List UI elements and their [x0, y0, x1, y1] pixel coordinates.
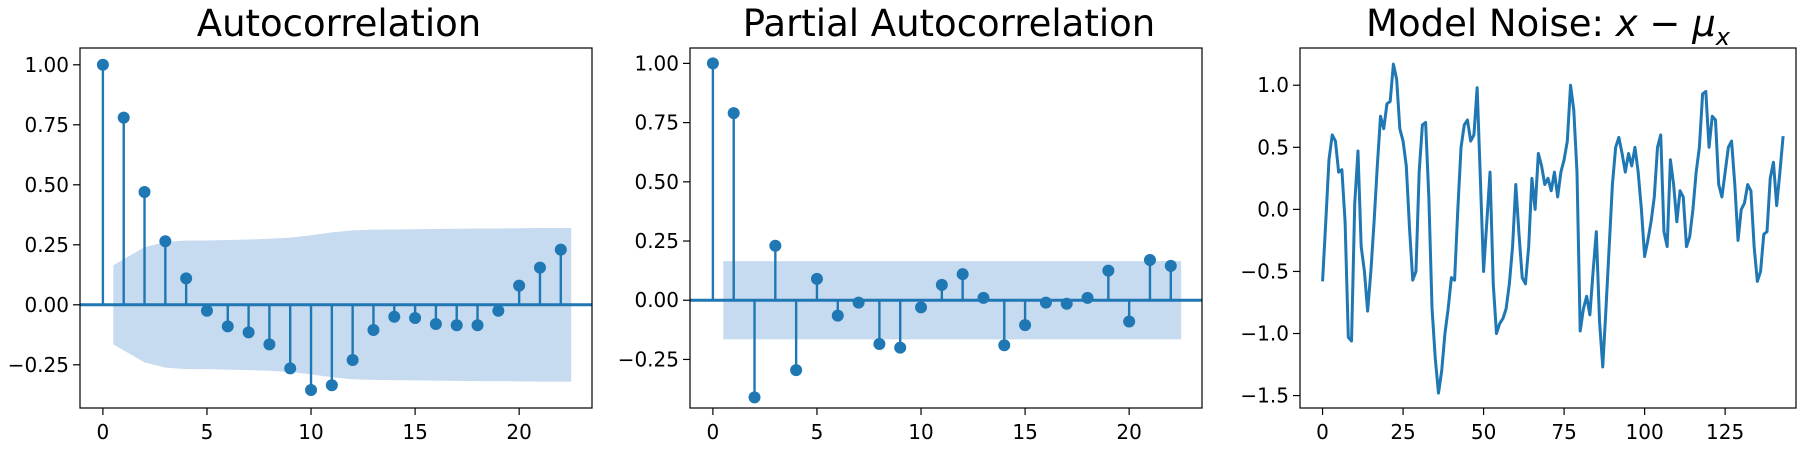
acf-point	[325, 379, 338, 392]
pacf-point	[998, 339, 1011, 352]
pacf-x-tick-label: 5	[811, 420, 824, 444]
acf-y-tick-label: 0.25	[24, 233, 69, 257]
acf-y-tick-label: 0.50	[24, 173, 69, 197]
acf-x-tick-label: 10	[298, 420, 323, 444]
acf-point	[429, 318, 442, 330]
acf-point	[367, 324, 380, 336]
acf-y-tick-label: 1.00	[24, 53, 69, 77]
pacf-point	[1081, 291, 1094, 304]
pacf-y-tick-label: 0.50	[634, 170, 679, 194]
acf-title: Autocorrelation	[197, 2, 481, 45]
pacf-point	[748, 391, 761, 404]
pacf-y-tick-label: 0.75	[634, 111, 679, 135]
noise-panel: Model Noise: x − μx 0 25 50 75 100 125−1.5−1.…	[1240, 2, 1797, 444]
acf-y-tick-label: 0.75	[24, 113, 69, 137]
noise-x-tick-label: 100	[1626, 420, 1664, 444]
acf-point	[263, 338, 276, 351]
noise-y-tick-label: 1.0	[1257, 73, 1289, 97]
noise-title-sub: x	[1715, 23, 1731, 51]
noise-frame	[1299, 47, 1797, 409]
acf-point	[409, 312, 422, 324]
noise-title-mu: μ	[1691, 2, 1716, 45]
acf-point	[96, 58, 109, 71]
noise-y-tick-label: 0.5	[1257, 135, 1289, 159]
pacf-x-tick-label: 10	[908, 420, 933, 444]
acf-point	[533, 261, 546, 274]
acf-point	[305, 384, 318, 396]
noise-y-tick-label: −1.5	[1240, 384, 1289, 408]
acf-x-tick-label: 20	[506, 420, 531, 444]
pacf-y-tick-label: 1.00	[634, 51, 679, 75]
acf-point	[388, 310, 401, 323]
noise-x-tick-label: 125	[1706, 420, 1744, 444]
pacf-point	[873, 338, 886, 351]
acf-point	[284, 362, 297, 375]
noise-title-x: x	[1615, 2, 1639, 45]
pacf-point	[1143, 253, 1156, 266]
noise-title-text: Model Noise:	[1366, 2, 1616, 45]
acf-y-tick-label: −0.25	[8, 353, 69, 377]
acf-point	[471, 319, 484, 332]
pacf-point	[977, 291, 990, 304]
acf-point	[117, 111, 130, 124]
acf-y-tick-label: 0.00	[24, 293, 69, 317]
acf-point	[513, 279, 526, 292]
pacf-y-tick-label: −0.25	[618, 347, 679, 371]
pacf-panel: Partial Autocorrelation 0 5 10 15 20 −0.25 0.0…	[618, 2, 1203, 444]
acf-plot-area	[80, 58, 592, 396]
pacf-frame	[689, 47, 1203, 409]
pacf-point	[1019, 319, 1032, 332]
acf-x-tick-label: 0	[97, 420, 110, 444]
noise-title-minus: −	[1638, 2, 1693, 45]
noise-x-tick-label: 25	[1390, 420, 1415, 444]
pacf-point	[1060, 297, 1073, 310]
acf-point	[159, 235, 172, 248]
pacf-x-tick-label: 0	[707, 420, 720, 444]
pacf-point	[956, 268, 969, 281]
noise-plot-area	[1321, 62, 1785, 395]
acf-point	[221, 320, 234, 333]
pacf-point	[1039, 296, 1052, 309]
acf-point	[450, 319, 463, 332]
acf-point	[492, 304, 505, 317]
noise-x-tick-label: 75	[1551, 420, 1576, 444]
acf-point	[554, 243, 567, 256]
pacf-point	[935, 278, 948, 291]
pacf-point	[1123, 315, 1136, 328]
pacf-point	[706, 57, 719, 70]
pacf-point	[831, 309, 844, 322]
pacf-point	[1102, 264, 1115, 277]
noise-x-tick-label: 0	[1316, 420, 1329, 444]
pacf-point	[769, 239, 782, 252]
noise-y-tick-label: 0.0	[1257, 197, 1289, 221]
noise-x-tick-label: 50	[1471, 420, 1496, 444]
pacf-point	[915, 301, 928, 314]
acf-point	[242, 326, 255, 339]
pacf-point	[727, 107, 740, 120]
acf-point	[346, 354, 359, 366]
noise-y-tick-label: −1.0	[1240, 322, 1289, 346]
acf-frame	[79, 47, 593, 409]
acf-x-tick-label: 15	[402, 420, 427, 444]
noise-series-line	[1321, 62, 1785, 395]
pacf-y-tick-label: 0.25	[634, 229, 679, 253]
pacf-y-tick-label: 0.00	[634, 288, 679, 312]
acf-x-tick-label: 5	[201, 420, 214, 444]
pacf-point	[1164, 259, 1177, 272]
acf-point	[200, 304, 213, 317]
pacf-x-tick-label: 15	[1012, 420, 1037, 444]
pacf-plot-area	[690, 57, 1202, 404]
pacf-point	[790, 364, 803, 377]
pacf-point	[810, 272, 823, 285]
acf-point	[138, 186, 151, 198]
noise-title: Model Noise: x − μx	[1366, 2, 1731, 51]
pacf-x-tick-label: 20	[1116, 420, 1141, 444]
pacf-point	[852, 296, 865, 309]
acf-panel: Autocorrelation 0 5 10 15 20 −0.25 0.00 0.25 0.5…	[8, 2, 593, 444]
noise-y-tick-label: −0.5	[1240, 259, 1289, 283]
pacf-title: Partial Autocorrelation	[743, 2, 1155, 45]
acf-point	[180, 272, 193, 285]
pacf-point	[894, 341, 907, 354]
